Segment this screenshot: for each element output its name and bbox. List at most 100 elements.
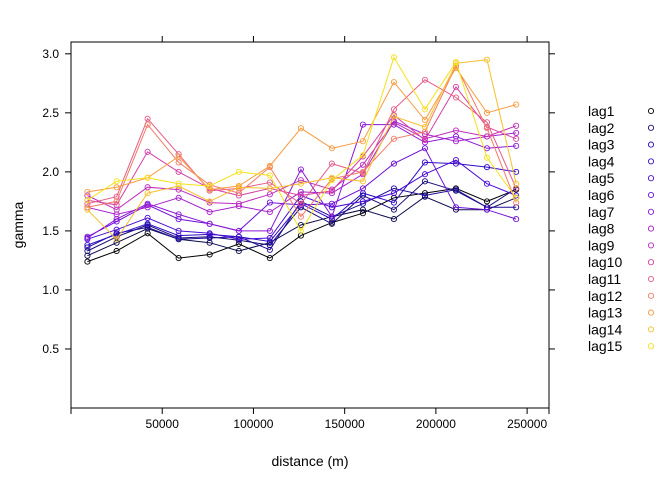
data-point (235, 184, 242, 191)
series-line-lag12 (87, 79, 517, 205)
data-point (113, 247, 120, 255)
y-tick-label: 2.0 (42, 165, 59, 179)
data-point (144, 115, 151, 122)
data-point (359, 206, 366, 213)
data-point (84, 252, 91, 259)
data-point (483, 198, 491, 205)
data-point (235, 168, 242, 175)
data-point (266, 179, 273, 186)
data-point (175, 232, 182, 239)
data-point (390, 79, 397, 86)
data-point (144, 174, 151, 181)
data-point (513, 185, 520, 192)
data-point (84, 247, 91, 255)
data-point (175, 236, 182, 243)
data-point (266, 246, 273, 253)
data-point (513, 216, 520, 223)
data-point (235, 240, 242, 247)
data-point (513, 180, 520, 187)
data-point (390, 54, 397, 61)
data-point (421, 178, 428, 185)
data-point (483, 133, 491, 140)
data-point (452, 157, 460, 164)
data-point (513, 129, 520, 136)
data-point (144, 200, 151, 207)
data-point (328, 204, 335, 211)
data-point (266, 234, 273, 242)
data-point (390, 206, 397, 213)
data-point (390, 160, 397, 167)
data-point (452, 186, 460, 193)
y-tick-label: 1.0 (42, 283, 59, 297)
y-tick-label: 2.5 (42, 106, 59, 120)
legend-label: lag3 (588, 137, 615, 153)
data-point (452, 127, 460, 134)
data-point (113, 211, 120, 218)
data-point (513, 194, 520, 201)
data-point (113, 226, 120, 233)
legend-marker (647, 275, 655, 283)
data-point (452, 133, 460, 140)
data-point (144, 220, 151, 227)
data-point (513, 122, 520, 129)
data-point (359, 161, 366, 168)
data-point (84, 192, 91, 199)
data-point (483, 180, 491, 187)
data-point (513, 135, 520, 142)
data-point (266, 199, 273, 206)
y-tick-label: 3.0 (42, 47, 59, 61)
series-line-lag13 (87, 64, 517, 218)
data-point (421, 128, 428, 135)
data-point (421, 171, 428, 178)
legend-marker (647, 326, 655, 333)
data-point (84, 188, 91, 195)
data-point (297, 192, 304, 199)
data-point (84, 234, 91, 242)
data-point (297, 232, 304, 239)
data-point (483, 109, 491, 116)
data-point (175, 153, 182, 160)
data-point (206, 182, 213, 190)
data-point (235, 247, 242, 255)
data-point (175, 180, 182, 187)
legend-marker (647, 309, 655, 316)
legend-label: lag2 (588, 120, 615, 136)
y-axis-ticks: 0.5 1.0 1.5 2.0 2.5 3.0 (42, 47, 555, 356)
data-point (328, 220, 335, 227)
data-point (483, 206, 491, 213)
data-point (206, 230, 213, 237)
y-tick-label: 0.5 (42, 342, 59, 356)
data-point (266, 208, 273, 216)
data-point (175, 227, 182, 234)
data-point (390, 106, 397, 113)
data-point (421, 192, 428, 199)
data-point (206, 239, 213, 246)
data-point (297, 125, 304, 132)
data-point (206, 220, 213, 227)
data-point (144, 190, 151, 197)
data-point (206, 234, 213, 242)
data-point (421, 136, 428, 144)
legend-label: lag11 (588, 271, 621, 287)
data-point (235, 200, 242, 207)
data-point (266, 191, 273, 198)
data-point (266, 238, 273, 245)
x-axis-ticks: 50000 100000 150000 200000 250000 (70, 36, 550, 431)
series-line-lag2 (87, 196, 517, 257)
data-point (113, 206, 120, 213)
legend-marker (647, 208, 655, 215)
data-point (359, 168, 366, 175)
data-point (452, 83, 460, 90)
data-point (175, 255, 182, 262)
data-point (297, 180, 304, 187)
data-point (266, 185, 273, 192)
data-point (297, 177, 304, 184)
series-line-lag9 (87, 120, 517, 215)
data-point (359, 190, 366, 197)
data-point (328, 145, 335, 152)
data-point (206, 198, 213, 205)
legend-label: lag10 (588, 254, 622, 270)
data-point (359, 210, 366, 217)
legend-label: lag12 (588, 288, 622, 304)
